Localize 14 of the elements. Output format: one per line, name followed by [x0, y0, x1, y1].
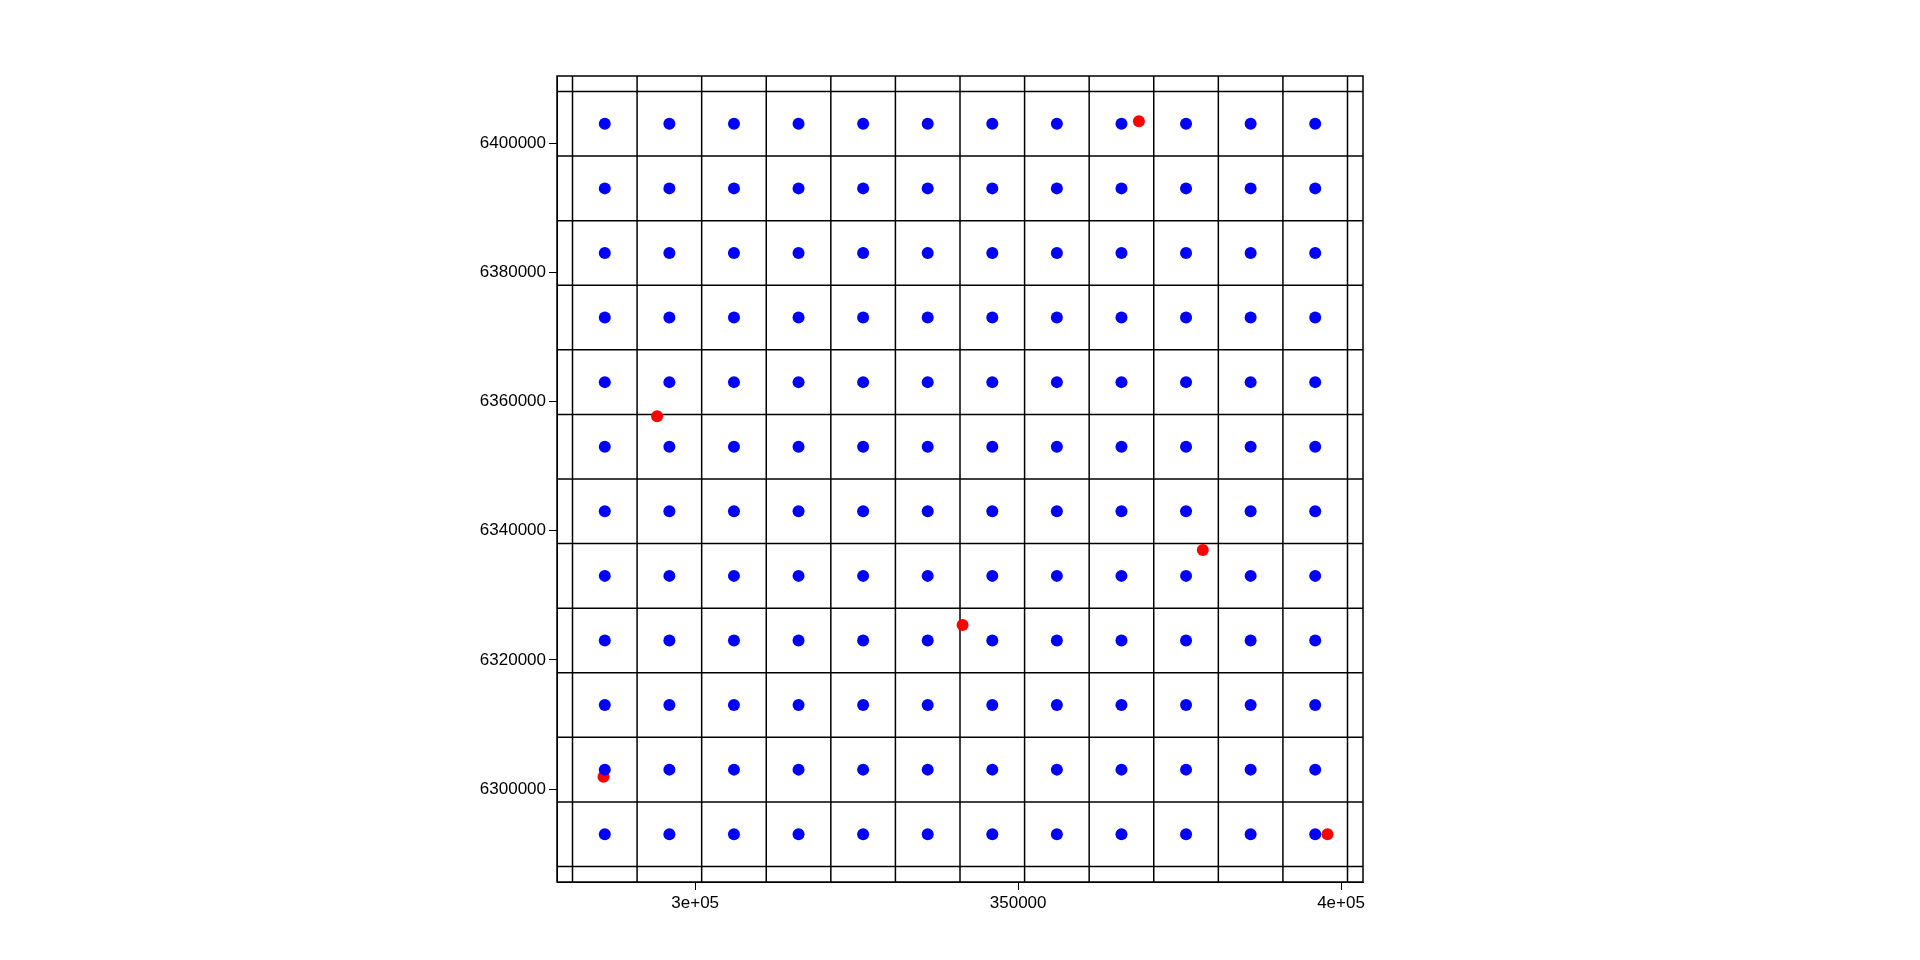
point [1132, 115, 1145, 128]
y-tick-label: 6360000 [479, 391, 546, 411]
point [1321, 828, 1334, 841]
point [1196, 544, 1209, 557]
y-tick-label: 6400000 [479, 132, 546, 152]
y-tick-label: 6380000 [479, 262, 546, 282]
point [956, 618, 969, 631]
point [651, 410, 664, 423]
x-tick-label: 350000 [989, 892, 1047, 912]
x-tick-label: 3e+05 [671, 892, 720, 912]
y-tick-label: 6320000 [479, 649, 546, 669]
y-tick-label: 6300000 [479, 778, 546, 798]
x-tick-label: 4e+05 [1317, 892, 1365, 912]
y-tick-label: 6340000 [479, 520, 546, 540]
